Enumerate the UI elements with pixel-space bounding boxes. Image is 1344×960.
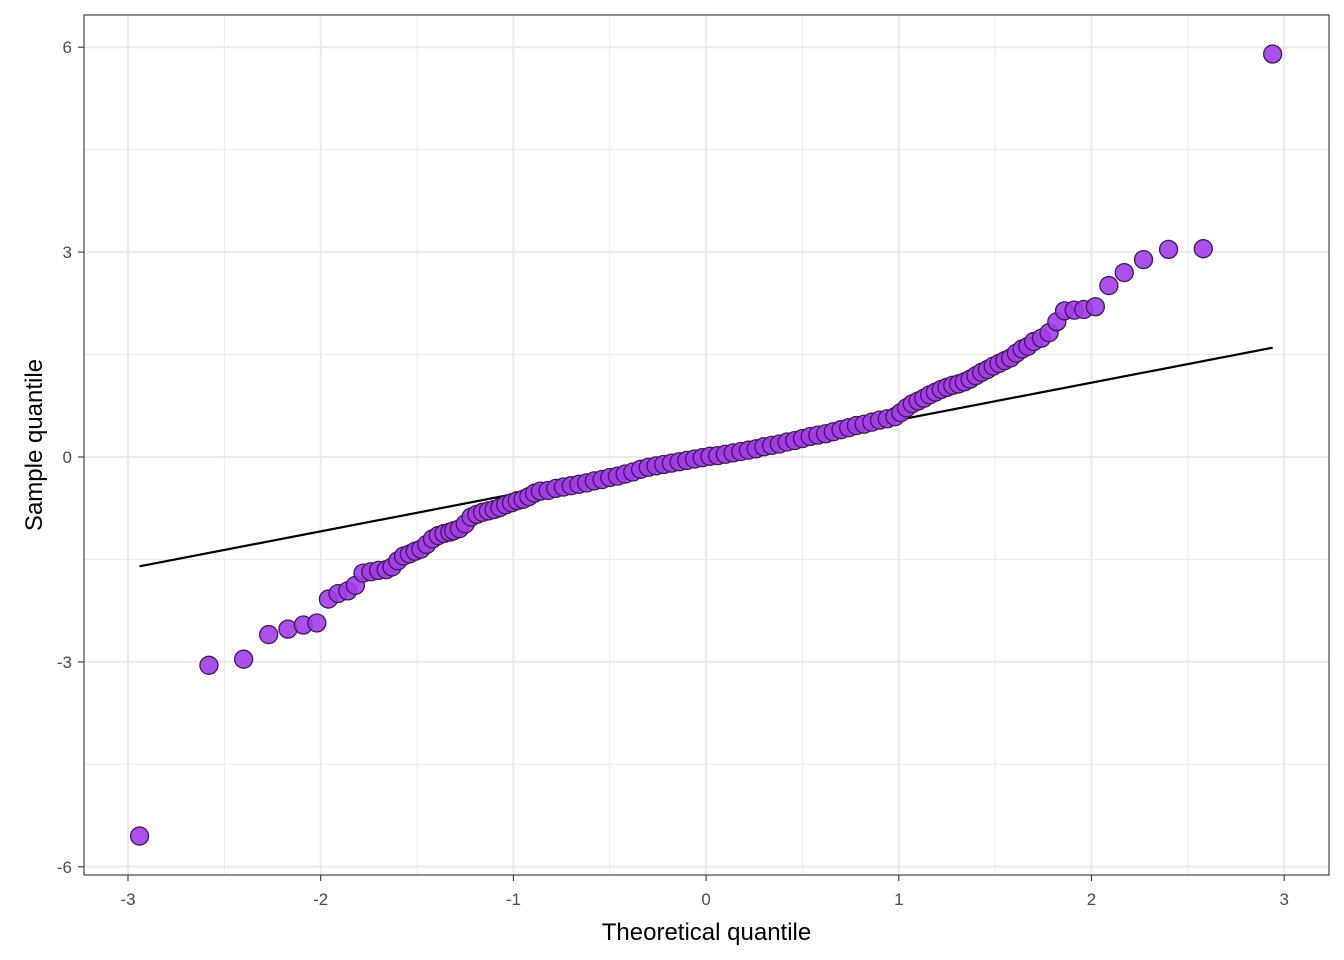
x-axis-title: Theoretical quantile [602,919,811,946]
data-point [233,649,254,669]
x-tick-label: -1 [506,890,521,909]
y-tick-label: 6 [63,38,72,57]
x-tick-label: 3 [1279,890,1288,909]
data-point [199,655,219,675]
data-point [1099,275,1119,296]
x-tick-label: -3 [120,890,135,909]
data-point [129,826,150,846]
data-point [307,613,327,633]
data-point [259,624,279,645]
y-tick-label: 0 [63,448,72,467]
x-tick-label: -2 [313,890,328,909]
x-tick-label: 2 [1087,890,1096,909]
data-points [129,44,1283,846]
y-axis-ticks: -6 -3 0 3 6 [57,38,84,877]
y-tick-label: -6 [57,858,72,877]
data-point [1193,239,1213,259]
data-point [1085,297,1106,317]
y-tick-label: -3 [57,653,72,672]
x-tick-label: 1 [894,890,903,909]
y-tick-label: 3 [63,243,72,262]
data-point [1262,44,1283,64]
y-axis-title: Sample quantile [21,359,48,531]
data-point [1133,249,1154,270]
x-tick-label: 0 [701,890,710,909]
data-point [1114,262,1134,283]
x-axis-ticks: -3 -2 -1 0 1 2 3 [120,875,1289,909]
data-point [1158,239,1179,260]
major-gridlines [84,15,1329,875]
